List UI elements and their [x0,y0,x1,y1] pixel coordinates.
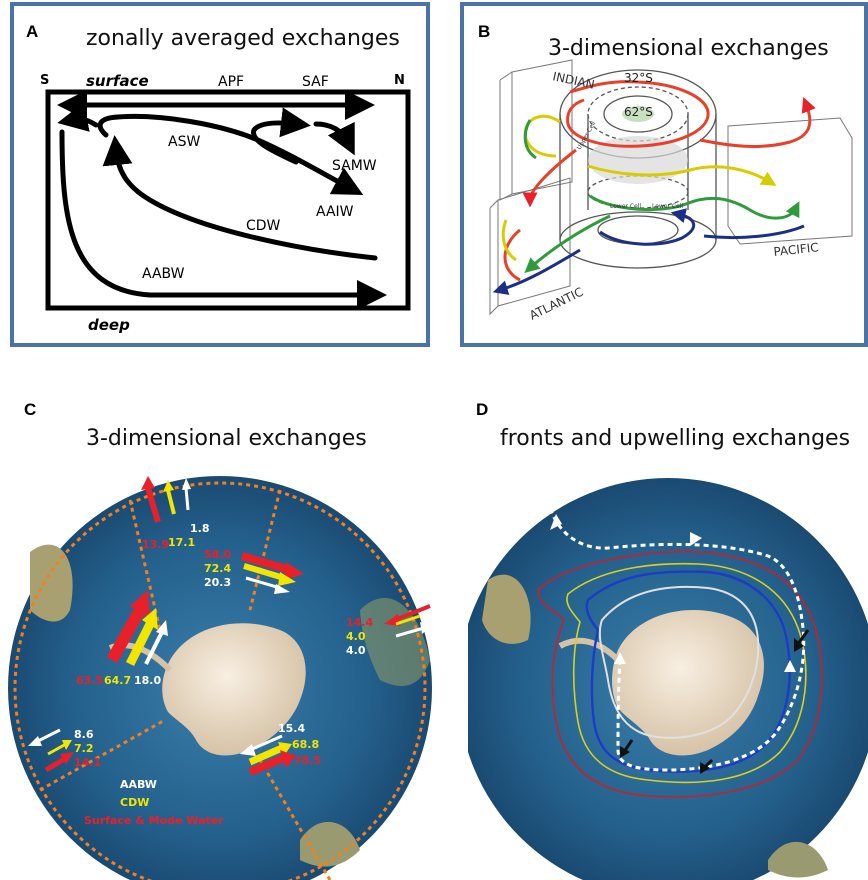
panel-d-title: fronts and upwelling exchanges [500,426,851,451]
value-w-white: 8.6 [74,728,94,741]
antarctica-d [612,610,764,756]
front-white [598,585,760,739]
value-ne-yellow: 72.4 [204,562,231,575]
value-top-white: 1.8 [190,522,210,535]
value-ne-red: 58.0 [204,548,231,561]
apf-label: APF [218,74,244,90]
value-e-white: 4.0 [346,644,366,657]
front-blue [585,570,791,773]
value-w-red: 14.1 [74,756,101,769]
flow-navy [492,208,805,295]
panel-a-label: A [26,22,39,41]
saf-label: SAF [302,74,329,90]
upwelling-path [546,499,806,772]
arrows-south [240,734,296,776]
value-atl-red: 63.5 [76,674,103,687]
panel-c-map: 13.9 17.1 1.8 58.0 72.4 20.3 14.4 4.0 4.… [8,476,432,880]
flow-red [503,80,816,282]
basin-boxes [489,59,853,316]
circulation-arrows [57,90,387,310]
arrows-ne [240,552,304,594]
lat62-label: 62°S [624,105,653,119]
lower-cell-label-right: Lower Cell [652,203,683,210]
atlantic-label: ATLANTIC [527,285,585,323]
cdw-label: CDW [246,218,281,234]
panel-b-title: 3-dimensional exchanges [548,36,829,61]
cylinders [559,69,717,269]
value-e-yellow: 4.0 [346,630,366,643]
arrows-atlantic [106,590,168,667]
legend-cdw: CDW [120,796,149,809]
panel-b-label: B [478,22,491,41]
panel-d-map [468,478,868,880]
value-s-red: 78.5 [294,754,321,767]
value-w-yellow: 7.2 [74,742,94,755]
panel-d-label: D [476,400,489,419]
asw-label: ASW [168,134,200,150]
pacific-label: PACIFIC [773,240,819,259]
samw-label: SAMW [332,158,377,174]
arrows-top [141,476,191,523]
front-yellow [566,562,807,784]
value-s-white: 15.4 [278,722,305,735]
front-lines [537,550,823,798]
surface-label: surface [86,72,149,90]
value-top-red: 13.9 [142,538,169,551]
sector-lines [39,489,332,880]
panel-b-diagram: INDIAN 32°S 62°S Upper Cell Lower Cell L… [489,59,853,323]
antarctica [162,623,306,756]
aaiw-label: AAIW [316,204,354,220]
value-atl-white: 18.0 [134,674,161,687]
north-label: N [394,73,405,88]
legend-surface: Surface & Mode Water [84,814,224,827]
value-ne-white: 20.3 [204,576,231,589]
continents-d [482,574,828,878]
boundary-circle [13,481,427,880]
arrows-d [550,514,810,774]
panel-a-title: zonally averaged exchanges [86,26,400,51]
ocean-section-box [45,89,411,311]
value-atl-yellow: 64.7 [104,674,131,687]
panel-c-label: C [24,400,37,419]
south-label: S [40,73,49,88]
flow-green [523,119,800,274]
panel-a-diagram: S N surface deep APF SAF ASW SAMW AAIW C… [40,72,411,334]
lat32-label: 32°S [624,71,653,85]
arrows-east [384,604,432,638]
lower-cell-label-left: Lower Cell [610,203,641,210]
legend-aabw: AABW [120,778,157,791]
front-red [537,550,823,798]
arrows-west [28,728,74,773]
value-top-yellow: 17.1 [168,536,195,549]
aabw-label: AABW [142,266,185,282]
value-e-red: 14.4 [346,616,373,629]
panel-c-title: 3-dimensional exchanges [86,426,367,451]
value-s-yellow: 68.8 [292,738,319,751]
deep-label: deep [88,316,130,334]
